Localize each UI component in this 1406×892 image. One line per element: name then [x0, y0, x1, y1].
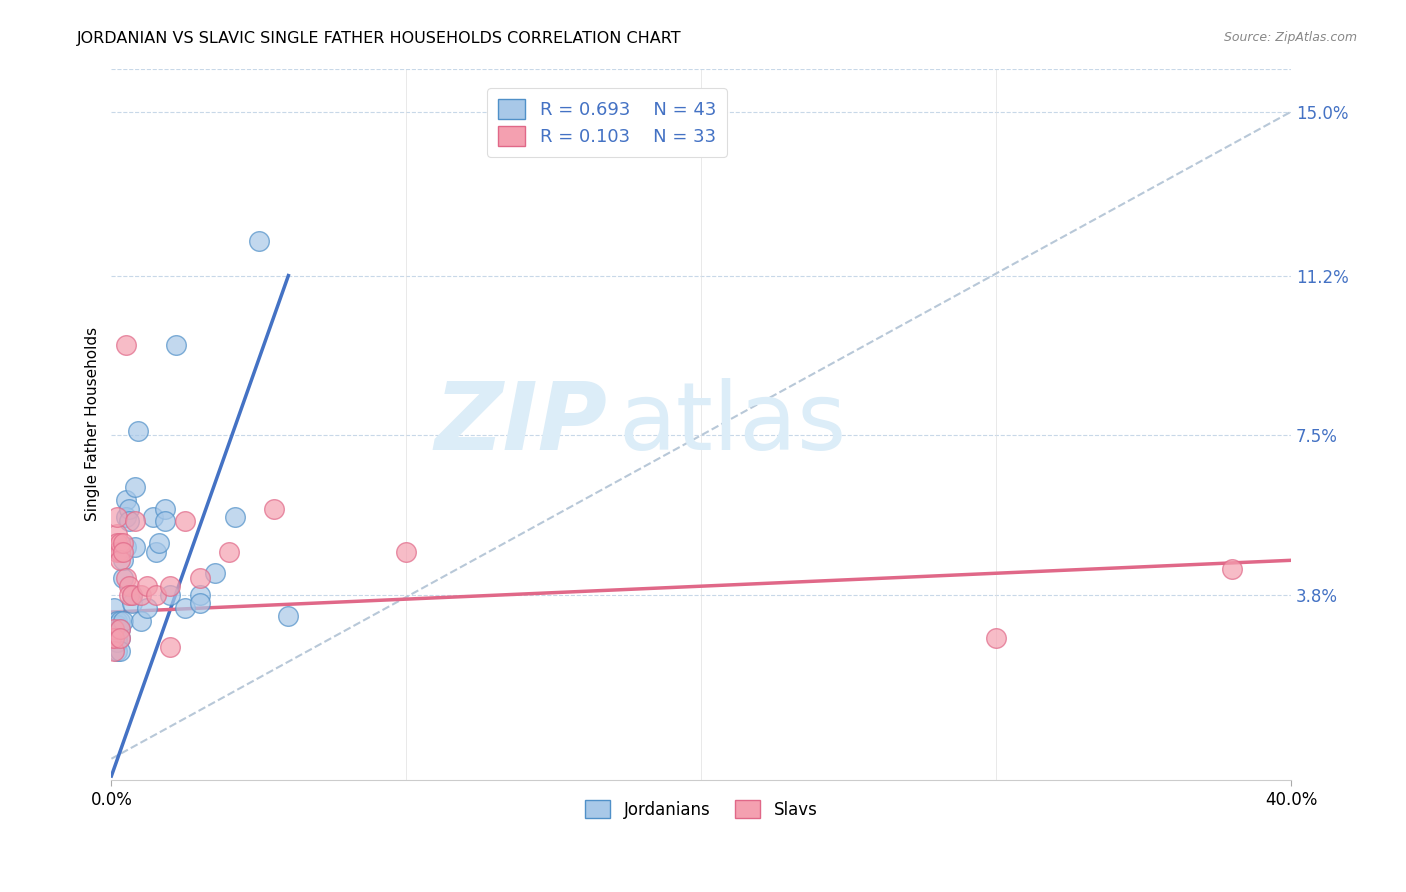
Point	[110, 644, 132, 658]
Point	[105, 544, 128, 558]
Point	[127, 424, 149, 438]
Point	[103, 600, 125, 615]
Point	[145, 588, 167, 602]
Point	[103, 623, 125, 637]
Point	[1220, 562, 1243, 576]
Point	[105, 618, 128, 632]
Point	[110, 623, 132, 637]
Point	[105, 623, 128, 637]
Point	[135, 600, 157, 615]
Point	[100, 631, 122, 645]
Point	[121, 588, 143, 602]
Point	[118, 501, 141, 516]
Text: atlas: atlas	[619, 378, 846, 470]
Point	[103, 644, 125, 658]
Y-axis label: Single Father Households: Single Father Households	[86, 327, 100, 522]
Point	[135, 579, 157, 593]
Point	[159, 640, 181, 654]
Point	[100, 623, 122, 637]
Point	[105, 644, 128, 658]
Point	[124, 541, 146, 555]
Point	[103, 631, 125, 645]
Legend: Jordanians, Slavs: Jordanians, Slavs	[578, 793, 824, 825]
Point	[224, 510, 246, 524]
Point	[277, 609, 299, 624]
Point	[165, 337, 187, 351]
Point	[112, 570, 135, 584]
Point	[112, 553, 135, 567]
Point	[124, 515, 146, 529]
Point	[395, 544, 418, 558]
Point	[188, 596, 211, 610]
Point	[115, 492, 138, 507]
Text: ZIP: ZIP	[434, 378, 607, 470]
Point	[129, 614, 152, 628]
Point	[159, 579, 181, 593]
Point	[110, 536, 132, 550]
Point	[105, 635, 128, 649]
Point	[110, 553, 132, 567]
Text: JORDANIAN VS SLAVIC SINGLE FATHER HOUSEHOLDS CORRELATION CHART: JORDANIAN VS SLAVIC SINGLE FATHER HOUSEH…	[77, 31, 682, 46]
Point	[103, 623, 125, 637]
Point	[153, 501, 176, 516]
Point	[112, 544, 135, 558]
Point	[142, 510, 165, 524]
Point	[188, 570, 211, 584]
Point	[118, 588, 141, 602]
Point	[263, 501, 285, 516]
Point	[110, 623, 132, 637]
Point	[204, 566, 226, 581]
Point	[115, 337, 138, 351]
Point	[105, 631, 128, 645]
Point	[986, 631, 1008, 645]
Point	[110, 631, 132, 645]
Point	[129, 588, 152, 602]
Point	[110, 544, 132, 558]
Point	[174, 515, 197, 529]
Point	[110, 614, 132, 628]
Point	[112, 614, 135, 628]
Point	[112, 536, 135, 550]
Point	[247, 234, 270, 248]
Point	[115, 570, 138, 584]
Point	[159, 588, 181, 602]
Point	[105, 614, 128, 628]
Point	[124, 480, 146, 494]
Text: Source: ZipAtlas.com: Source: ZipAtlas.com	[1223, 31, 1357, 45]
Point	[121, 596, 143, 610]
Point	[145, 544, 167, 558]
Point	[105, 536, 128, 550]
Point	[118, 515, 141, 529]
Point	[103, 631, 125, 645]
Point	[148, 536, 170, 550]
Point	[174, 600, 197, 615]
Point	[110, 631, 132, 645]
Point	[218, 544, 240, 558]
Point	[115, 541, 138, 555]
Point	[153, 515, 176, 529]
Point	[115, 510, 138, 524]
Point	[118, 579, 141, 593]
Point	[188, 588, 211, 602]
Point	[105, 510, 128, 524]
Point	[121, 588, 143, 602]
Point	[105, 527, 128, 541]
